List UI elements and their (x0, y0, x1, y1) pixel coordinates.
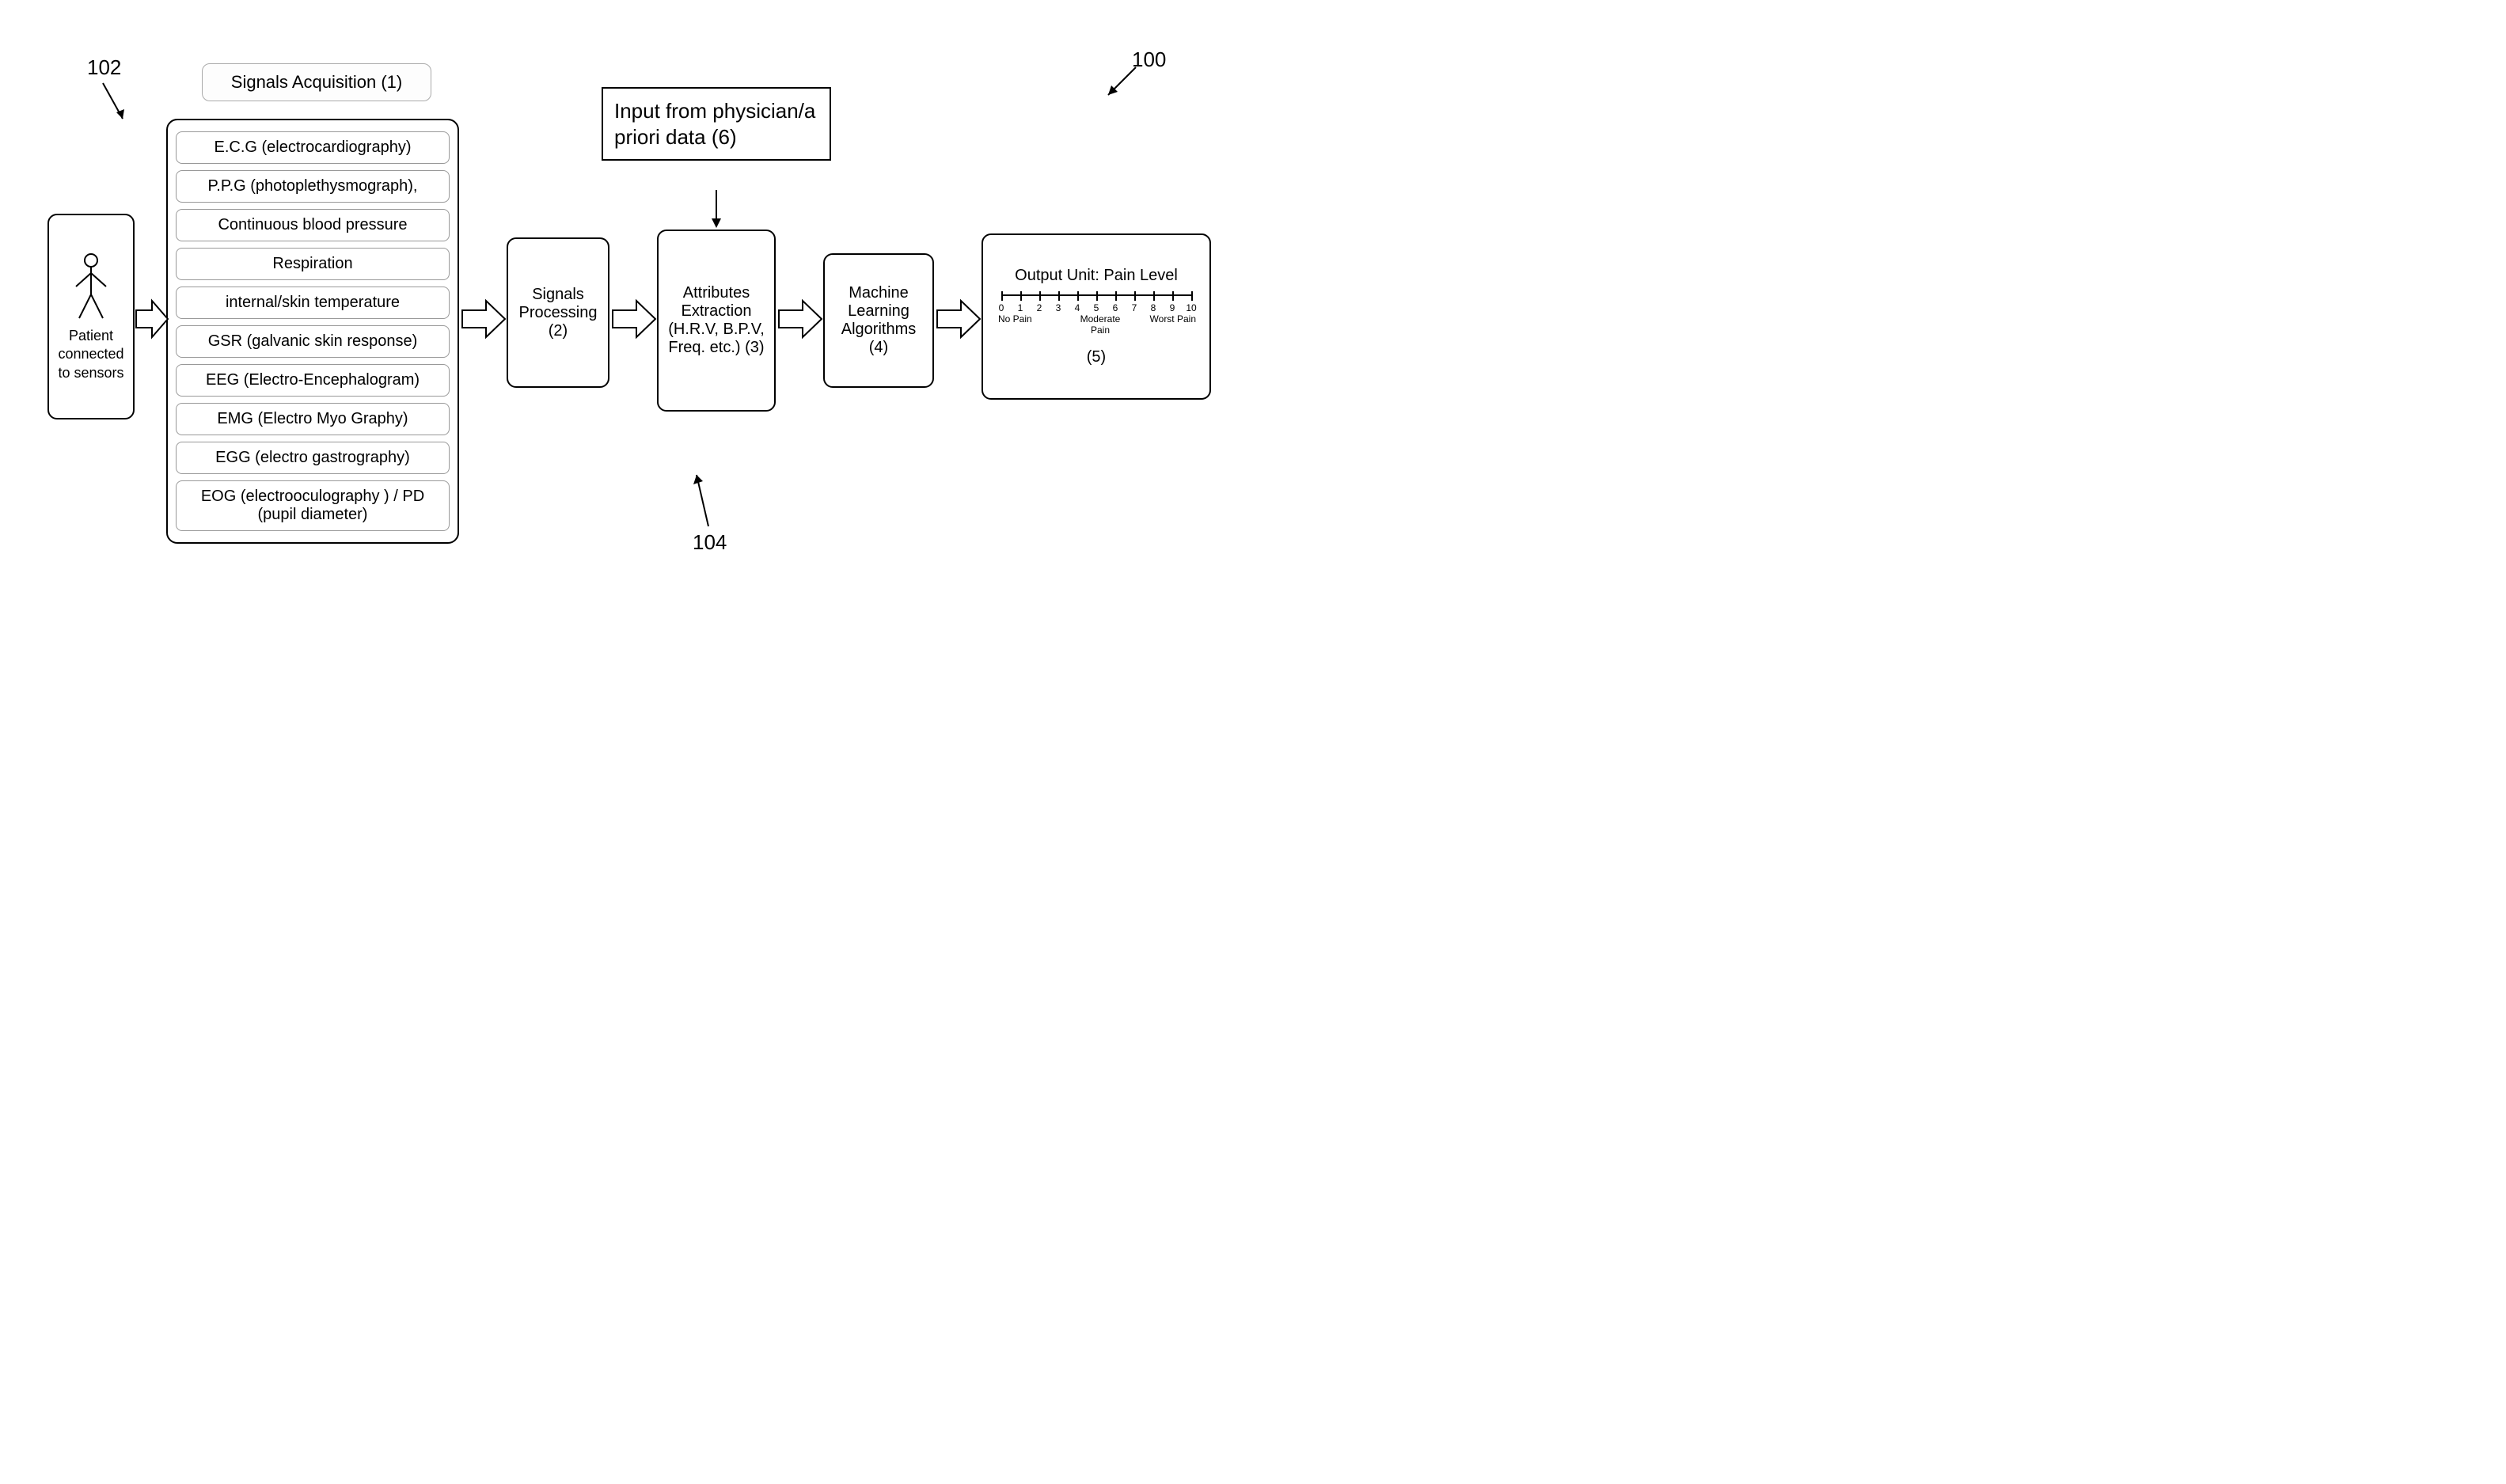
attributes-extraction-label: Attributes Extraction (H.R.V, B.P.V, Fre… (665, 284, 768, 357)
flow-arrow (937, 299, 980, 339)
pain-tick-number: 5 (1094, 302, 1099, 313)
pain-label-none: No Pain (998, 313, 1032, 325)
signal-item: EOG (electrooculography ) / PD (pupil di… (176, 480, 450, 531)
pain-tick (1001, 291, 1003, 301)
pain-tick-number: 4 (1075, 302, 1080, 313)
signal-item: E.C.G (electrocardiography) (176, 131, 450, 164)
ref-104-arrow (689, 467, 728, 530)
pain-tick-number: 9 (1170, 302, 1175, 313)
ref-102-arrow (99, 79, 131, 127)
pain-tick-number: 6 (1113, 302, 1118, 313)
output-step-num: (5) (1087, 348, 1106, 366)
pain-tick-number: 7 (1132, 302, 1137, 313)
signal-item: Respiration (176, 248, 450, 280)
pain-tick (1115, 291, 1117, 301)
pain-scale-labels: No Pain Moderate Pain Worst Pain (1001, 313, 1191, 342)
flow-arrow (613, 299, 655, 339)
physician-input-label: Input from physician/a priori data (6) (614, 99, 815, 149)
patient-box: Patient connected to sensors (47, 214, 135, 419)
pain-tick-number: 2 (1037, 302, 1042, 313)
pain-tick (1096, 291, 1098, 301)
signal-item: EGG (electro gastrography) (176, 442, 450, 474)
ml-box: Machine Learning Algorithms (4) (823, 253, 934, 388)
pain-tick-number: 0 (999, 302, 1004, 313)
pain-label-worst: Worst Pain (1150, 313, 1196, 325)
pain-tick (1020, 291, 1022, 301)
signals-list: E.C.G (electrocardiography) P.P.G (photo… (166, 119, 459, 544)
pain-tick (1191, 291, 1193, 301)
pain-tick-number: 10 (1186, 302, 1196, 313)
diagram-canvas: 102 10 0 104 Patient connected to sensors… (32, 32, 1219, 681)
ml-label: Machine Learning Algorithms (4) (831, 284, 926, 357)
pain-tick (1153, 291, 1155, 301)
pain-tick-number: 1 (1018, 302, 1023, 313)
signals-processing-box: Signals Processing (2) (507, 237, 609, 388)
ref-100-arrow (1100, 63, 1140, 103)
ref-102: 102 (87, 55, 121, 80)
ref-104: 104 (693, 530, 727, 555)
pain-tick (1058, 291, 1060, 301)
pain-tick (1172, 291, 1174, 301)
output-box: Output Unit: Pain Level 0 1 2 3 4 5 6 7 8 9 10 No … (982, 233, 1211, 400)
signal-item: internal/skin temperature (176, 287, 450, 319)
pain-tick-number: 3 (1056, 302, 1061, 313)
pain-tick-number: 8 (1151, 302, 1156, 313)
signals-processing-label: Signals Processing (2) (514, 286, 602, 340)
pain-tick (1077, 291, 1079, 301)
flow-arrow (779, 299, 822, 339)
flow-arrow (136, 299, 168, 339)
flow-arrow (462, 299, 505, 339)
signals-acquisition-header: Signals Acquisition (1) (202, 63, 431, 101)
pain-label-moderate: Moderate Pain (1073, 313, 1128, 336)
pain-tick (1039, 291, 1041, 301)
patient-caption: Patient connected to sensors (55, 327, 127, 382)
physician-down-arrow (708, 190, 724, 230)
pain-tick (1134, 291, 1136, 301)
signal-item: P.P.G (photoplethysmograph), (176, 170, 450, 203)
output-title: Output Unit: Pain Level (1015, 267, 1178, 285)
person-icon (71, 251, 111, 322)
signal-item: EMG (Electro Myo Graphy) (176, 403, 450, 435)
signal-item: EEG (Electro-Encephalogram) (176, 364, 450, 397)
pain-scale-axis: 012345678910 (1001, 294, 1191, 313)
attributes-extraction-box: Attributes Extraction (H.R.V, B.P.V, Fre… (657, 230, 776, 412)
physician-input-box: Input from physician/a priori data (6) (602, 87, 831, 161)
signal-item: Continuous blood pressure (176, 209, 450, 241)
pain-scale: 0 1 2 3 4 5 6 7 8 9 10 No Pain Moderate Pain Worst… (993, 290, 1200, 342)
signal-item: GSR (galvanic skin response) (176, 325, 450, 358)
